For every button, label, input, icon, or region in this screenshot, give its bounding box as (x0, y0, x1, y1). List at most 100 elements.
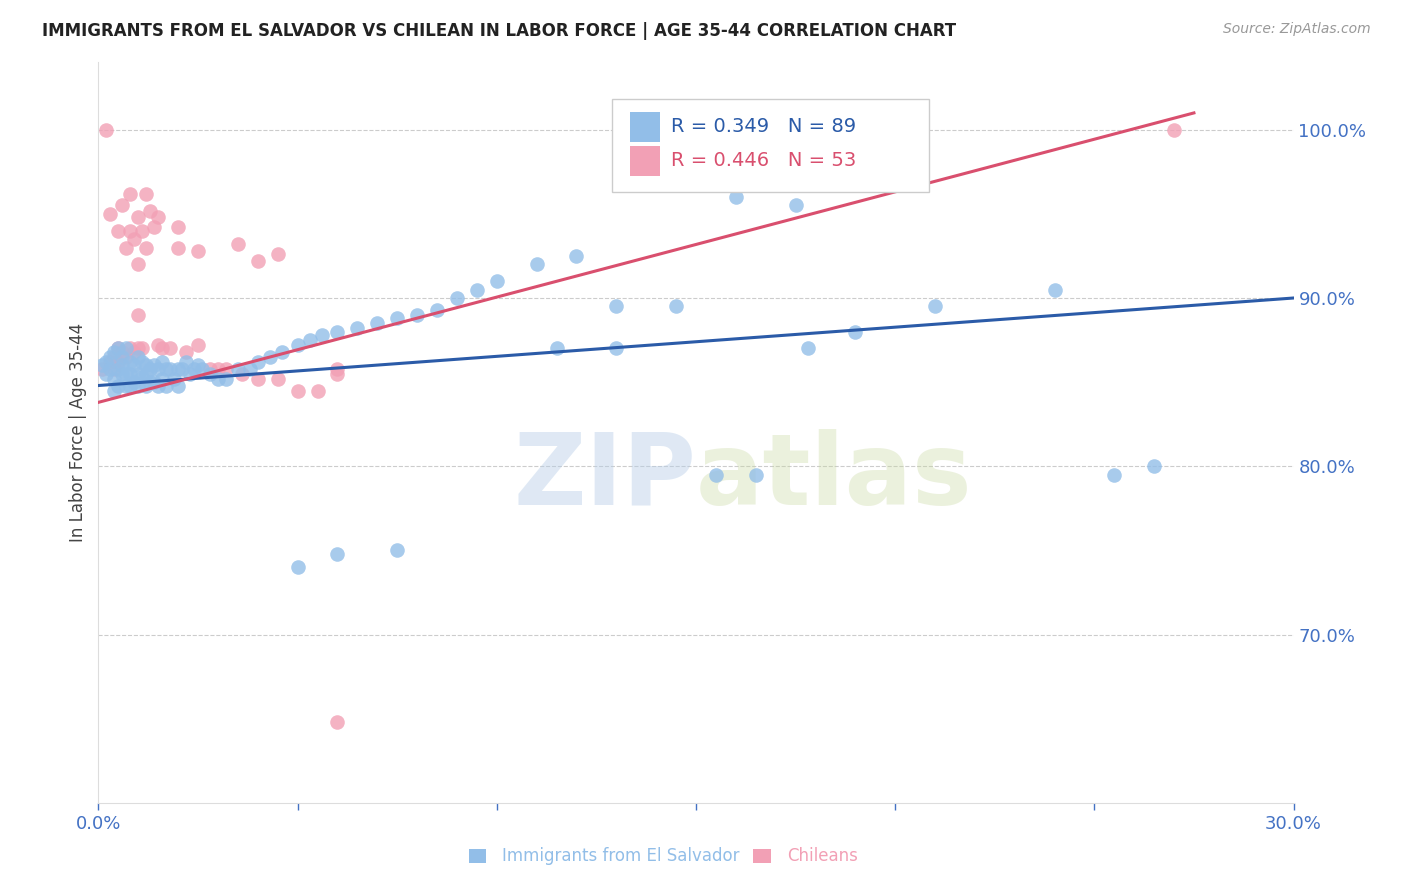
Point (115, 367, 138, 381)
Point (844, 325, 866, 339)
Point (231, 367, 253, 381)
Point (148, 338, 170, 352)
Point (111, 198, 134, 212)
Point (426, 302, 449, 317)
FancyBboxPatch shape (613, 99, 929, 192)
Point (311, 328, 333, 343)
Point (131, 355, 153, 369)
Point (163, 372, 186, 386)
Point (179, 367, 201, 381)
Point (98, 355, 122, 369)
Point (148, 361, 170, 376)
Point (135, 367, 157, 381)
Text: Immigrants from El Salvador: Immigrants from El Salvador (502, 847, 740, 865)
Point (115, 378, 138, 392)
Text: R = 0.349   N = 89: R = 0.349 N = 89 (671, 118, 856, 136)
Point (226, 237, 249, 252)
Point (385, 543, 409, 558)
Point (465, 283, 488, 297)
Point (98, 361, 122, 376)
Point (307, 384, 329, 398)
Bar (754, 849, 770, 863)
Point (143, 375, 166, 389)
Point (1143, 459, 1166, 474)
Point (91, 359, 114, 373)
Point (98, 207, 122, 221)
Point (924, 300, 946, 314)
Bar (470, 849, 486, 863)
Point (135, 359, 157, 373)
Point (246, 254, 269, 268)
Point (120, 378, 142, 392)
Point (167, 361, 190, 376)
Point (127, 342, 149, 356)
Point (127, 257, 149, 271)
Point (183, 361, 205, 376)
Point (91, 361, 114, 376)
Point (246, 355, 269, 369)
Point (107, 378, 129, 392)
Text: Chileans: Chileans (787, 847, 858, 865)
Text: atlas: atlas (696, 428, 973, 525)
Point (127, 308, 149, 322)
Point (346, 321, 368, 335)
Point (96, 122, 118, 136)
Point (191, 361, 214, 376)
Point (111, 350, 134, 364)
Point (485, 274, 508, 288)
Point (107, 342, 129, 356)
Point (174, 355, 197, 369)
Point (785, 198, 807, 212)
Text: ZIP: ZIP (513, 428, 696, 525)
Bar (630, 146, 661, 176)
Point (139, 203, 162, 218)
Point (124, 232, 146, 246)
Text: Source: ZipAtlas.com: Source: ZipAtlas.com (1223, 22, 1371, 37)
Point (150, 372, 173, 386)
Point (605, 300, 627, 314)
Point (187, 244, 209, 258)
Point (172, 361, 194, 376)
Point (167, 378, 190, 392)
Point (127, 350, 149, 364)
Point (215, 361, 238, 376)
Point (159, 361, 181, 376)
Point (111, 367, 134, 381)
Point (150, 342, 173, 356)
Point (159, 342, 181, 356)
Point (267, 247, 290, 261)
Point (406, 308, 429, 322)
Point (120, 367, 142, 381)
Point (155, 378, 177, 392)
Point (326, 714, 349, 729)
Point (103, 344, 125, 359)
Point (120, 355, 142, 369)
Point (270, 344, 292, 359)
Point (326, 325, 349, 339)
Point (115, 342, 138, 356)
Point (124, 359, 146, 373)
Point (246, 372, 269, 386)
Point (198, 361, 221, 376)
Point (287, 560, 309, 574)
Point (207, 372, 229, 386)
Point (135, 241, 157, 255)
Point (111, 359, 134, 373)
Point (115, 241, 138, 255)
Point (167, 241, 190, 255)
Point (103, 372, 125, 386)
Point (207, 361, 229, 376)
Point (526, 257, 548, 271)
Point (98, 350, 122, 364)
Point (115, 350, 138, 364)
Point (139, 361, 162, 376)
Point (259, 350, 281, 364)
Point (148, 211, 170, 225)
Point (724, 190, 747, 204)
Point (131, 370, 153, 384)
Point (120, 342, 142, 356)
Point (150, 355, 173, 369)
Point (446, 291, 468, 305)
Point (139, 375, 162, 389)
Point (704, 467, 727, 482)
